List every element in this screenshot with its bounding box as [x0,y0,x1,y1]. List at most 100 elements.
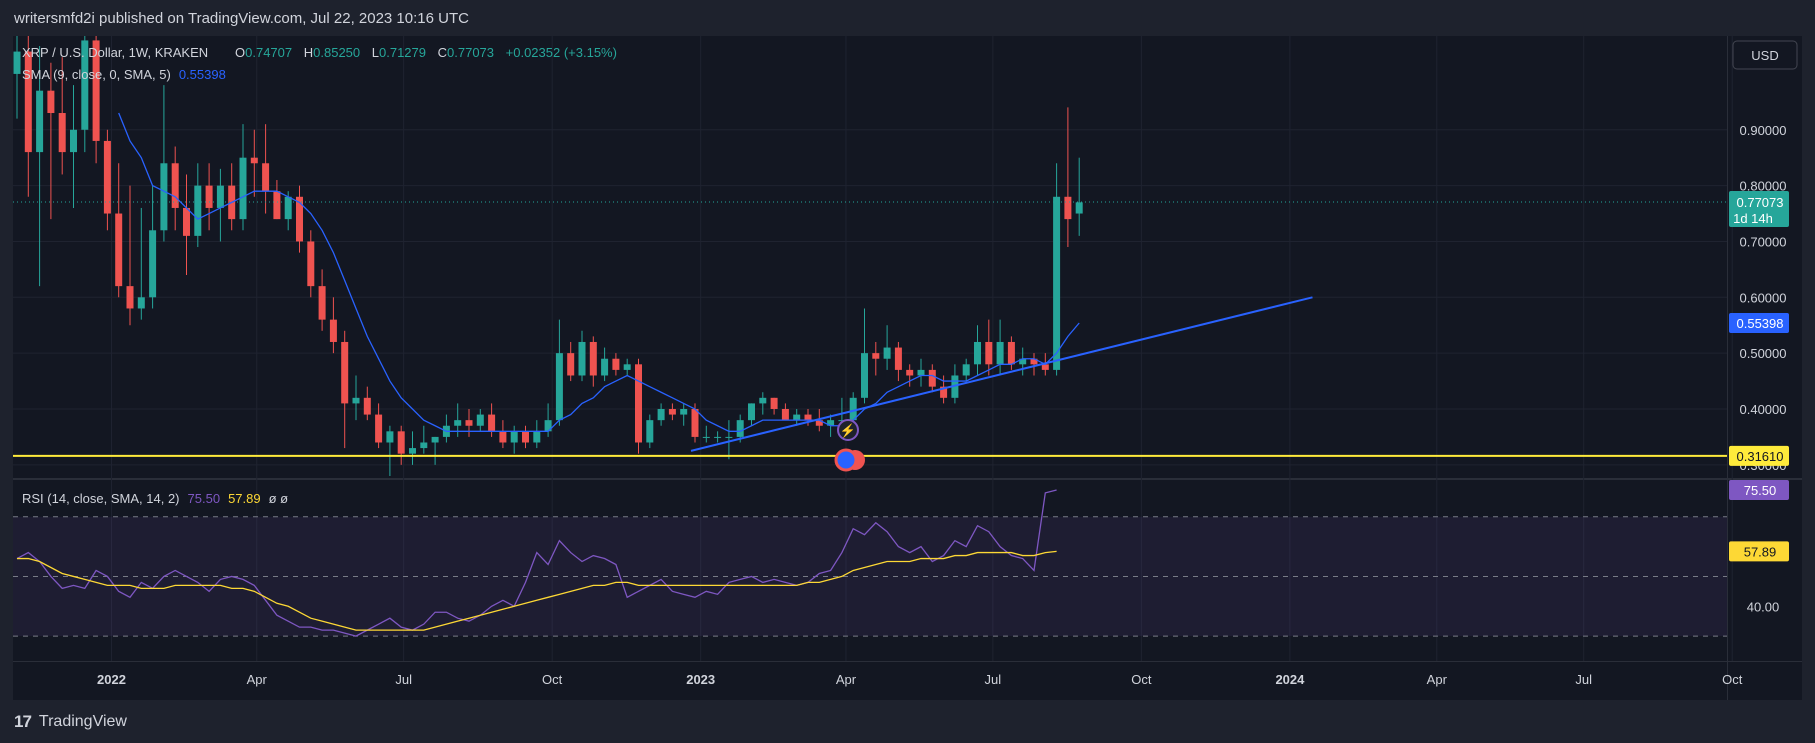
footer-bar: 17 TradingView [0,700,1815,743]
overlay-lines [13,112,1727,457]
currency-label: USD [1751,48,1778,63]
time-tick-label: 2023 [686,672,715,687]
legend-sma: SMA (9, close, 0, SMA, 5) 0.55398 [22,67,226,82]
candle-body [375,414,383,443]
grid-lines [13,36,1802,700]
candle-body [646,420,654,443]
rsi-series [16,489,1057,637]
candle-body [906,369,914,376]
legend-rsi-label: RSI (14, close, SMA, 14, 2) [22,491,180,506]
rsi-ma-badge: 57.89 [1729,541,1789,562]
lightning-icon: ⚡ [840,423,856,439]
legend-close: 0.77073 [447,45,494,60]
last-price-badge-countdown: 1d 14h [1733,211,1773,226]
candle-body [748,403,755,421]
price-tick-label: 0.90000 [1740,123,1787,138]
tradingview-logo[interactable]: 17 TradingView [14,712,127,732]
candle-body [623,364,631,370]
rsi-ma-badge-text: 57.89 [1744,544,1777,559]
candle-body [341,341,349,404]
candle-body [47,90,55,114]
axes: 2022AprJulOct2023AprJulOct2024AprJulOct2… [97,123,1789,687]
event-icons[interactable]: ⚡ [834,419,865,472]
candle-body [160,163,168,231]
support-badge-text: 0.31610 [1737,449,1784,464]
candle-body [962,364,970,376]
candle-body [985,341,993,365]
candle-body [680,408,688,415]
candle-body [284,196,292,220]
candle-body [103,140,111,214]
legend-open: 0.74707 [245,45,292,60]
chart-canvas[interactable]: 2022AprJulOct2023AprJulOct2024AprJulOct2… [13,36,1802,700]
legend-l-label: L [372,45,379,60]
price-axis-border [1727,36,1728,700]
candle-body [420,442,428,449]
candle-body [533,431,541,443]
support-badge: 0.31610 [1729,445,1789,466]
candle-body [126,286,134,309]
pane-separator [13,478,1802,480]
time-tick-label: Jul [985,672,1002,687]
candle-body [793,414,801,421]
candle-body [996,341,1004,365]
last-price-badge-text: 0.77073 [1737,195,1784,210]
candle-body [770,397,778,409]
time-tick-label: 2022 [97,672,126,687]
candle-body [725,436,733,438]
candle-body [476,414,484,426]
legend-high: 0.85250 [313,45,360,60]
legend-low: 0.71279 [379,45,426,60]
price-tick-label: 0.50000 [1740,346,1787,361]
candle-body [668,408,676,415]
candle-body [386,431,394,443]
us-flag-icon [834,448,858,472]
candle-body [872,353,880,359]
candle-body [1053,196,1061,370]
legend-change: +0.02352 (+3.15%) [506,45,617,60]
candle-body [488,414,496,432]
candle-body [883,347,891,359]
candle-body [431,436,439,443]
candle-body [635,364,642,443]
time-tick-label: Oct [542,672,563,687]
legend-rsi: RSI (14, close, SMA, 14, 2) 75.50 57.89 ø ø [22,491,288,506]
candle-body [736,420,744,437]
time-tick-label: Apr [1427,672,1448,687]
candle-body [815,420,823,426]
time-tick-label: Jul [395,672,412,687]
legend-rsi-ma-value: 57.89 [228,491,261,506]
sma-line [118,112,1080,432]
candle-body [36,90,44,153]
candle-body [409,448,416,454]
rsi-badge: 75.50 [1729,479,1789,500]
candle-body [940,386,948,398]
candle-body [567,353,575,376]
legend-ohlc: O0.74707 H0.85250 L0.71279 C0.77073 +0.0… [235,45,617,60]
candle-body [1007,341,1015,365]
candle-body [928,369,936,387]
price-tick-label: 0.60000 [1740,290,1787,305]
time-tick-label: Apr [247,672,268,687]
candle-body [804,414,812,421]
header-bar: writersmfd2i published on TradingView.co… [0,0,1815,36]
legend-o-label: O [235,45,245,60]
currency-button[interactable]: USD [1732,40,1798,70]
candle-body [239,157,247,220]
candle-body [1064,196,1072,220]
candle-body [149,230,157,298]
candle-body [363,397,371,415]
candle-body [702,436,710,438]
candle-body [589,341,597,376]
candle-body [1019,358,1027,365]
candle-body [296,196,303,242]
candle-body [318,286,326,320]
candle-body [894,347,902,370]
rsi-badge-text: 75.50 [1744,483,1777,498]
candle-body [81,40,89,130]
legend-h-label: H [304,45,313,60]
candle-body [1041,364,1049,370]
legend-sma-label: SMA (9, close, 0, SMA, 5) [22,67,171,82]
candle-body [171,163,179,208]
